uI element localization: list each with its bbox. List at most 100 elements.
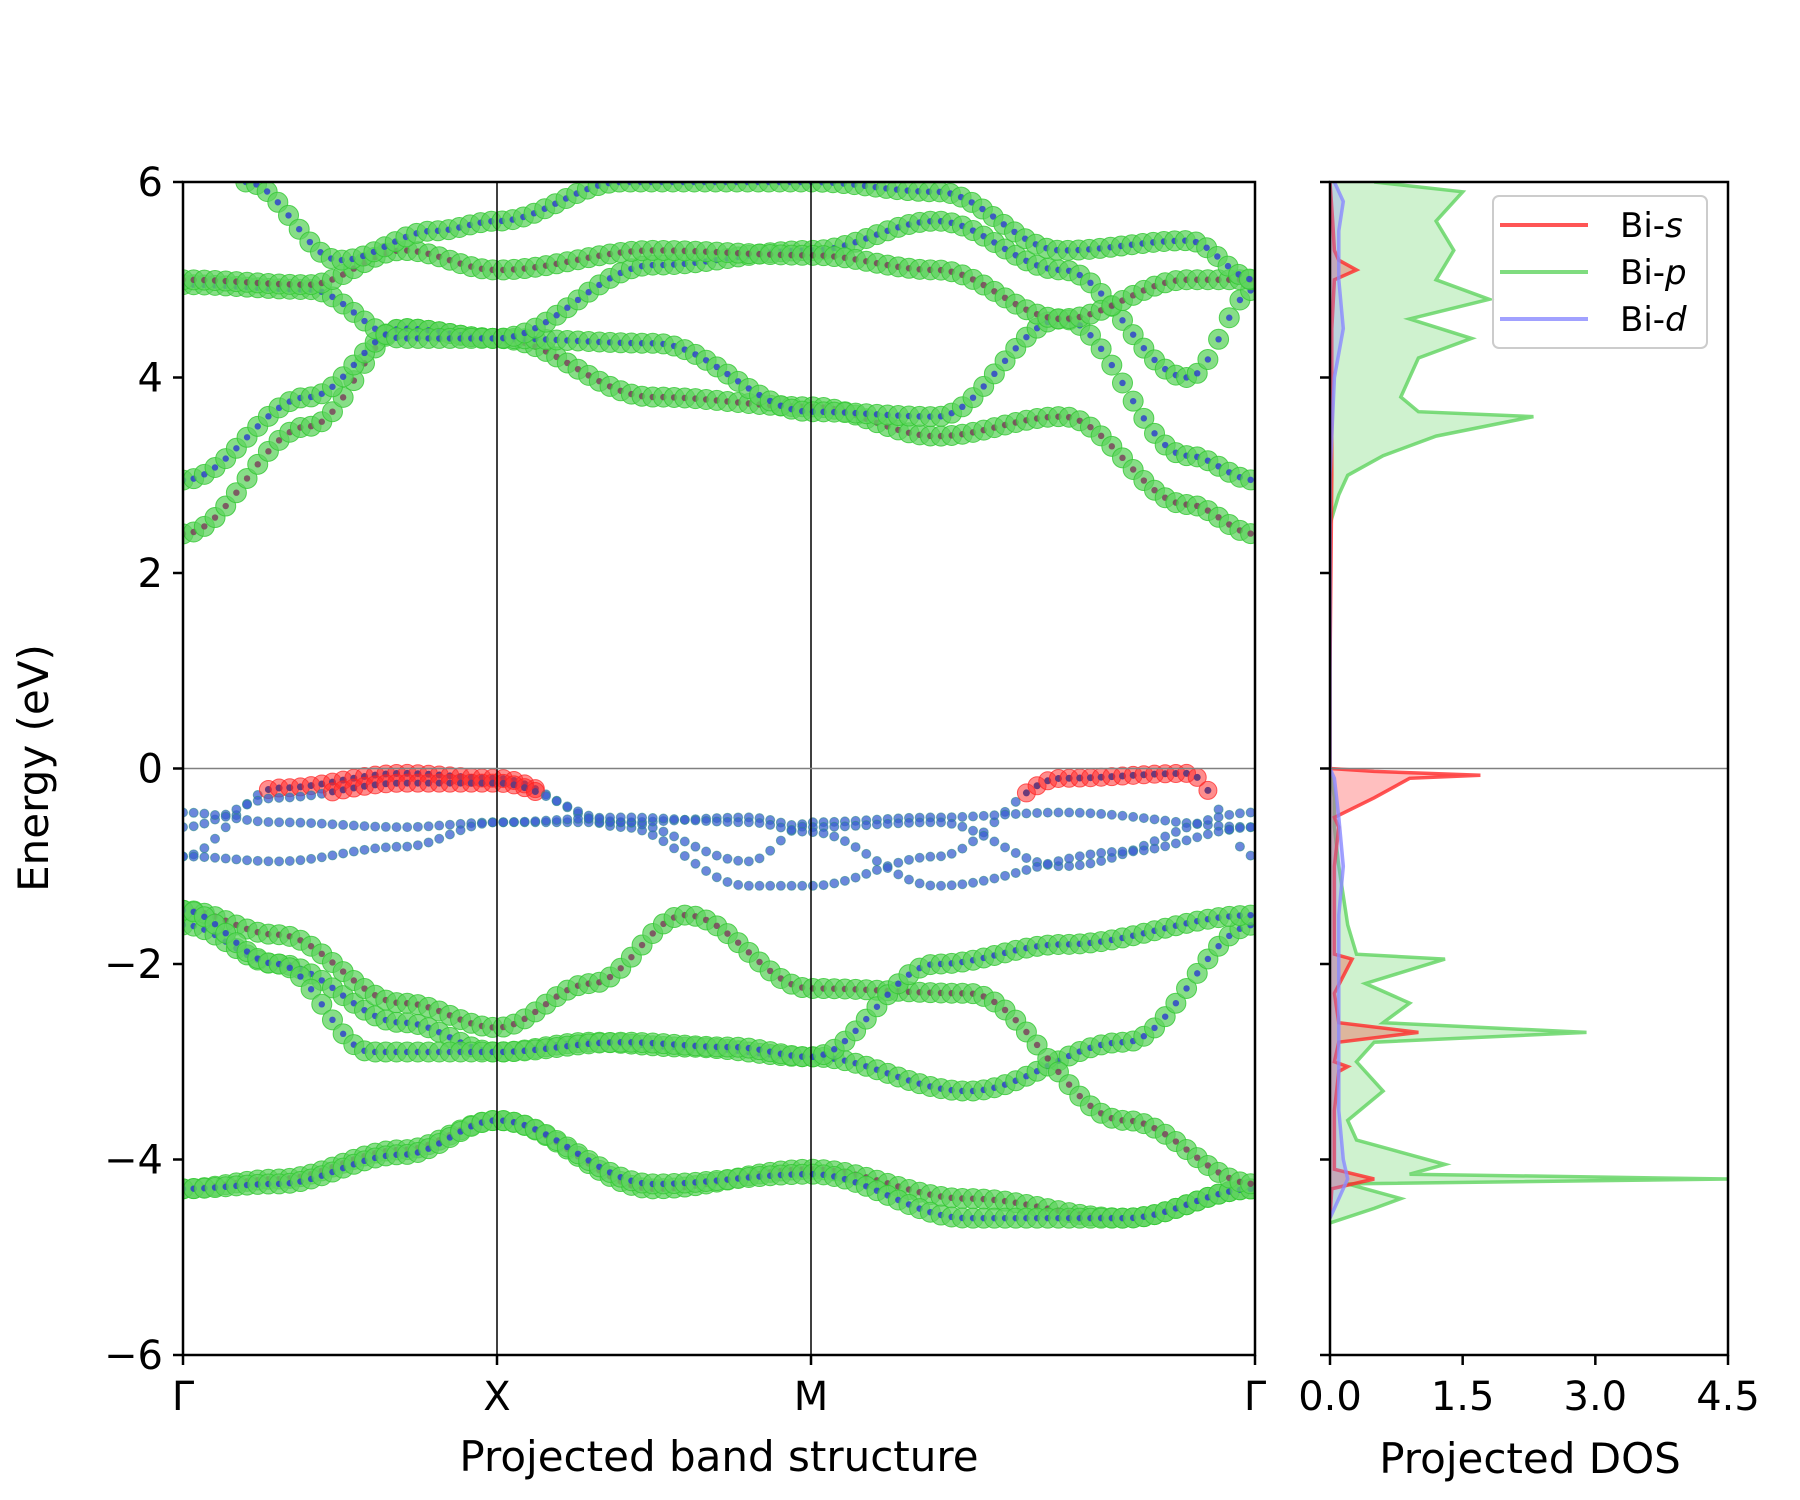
band-point (1170, 826, 1181, 837)
band-y-tick-label: −6 (104, 1333, 163, 1379)
band-point (295, 817, 306, 828)
band-point (871, 856, 882, 867)
band-point (743, 817, 754, 828)
legend-orbital: d (1665, 300, 1687, 340)
band-point (1181, 835, 1192, 846)
band-y-ticks: −6 −4 −2 0 2 4 6 (104, 160, 183, 1379)
band-point-core (1247, 476, 1254, 484)
band-point (605, 812, 616, 823)
band-point-core (1246, 275, 1253, 283)
band-point (199, 808, 210, 819)
band-point (1032, 861, 1043, 872)
band-point-core (339, 373, 347, 380)
band-point-core (254, 423, 261, 430)
band-point (359, 844, 370, 855)
band-series (183, 899, 1255, 1068)
band-point (978, 875, 989, 886)
band-point (1010, 796, 1021, 807)
dos-x-axis-title: Projected DOS (1379, 1434, 1681, 1483)
band-point (690, 858, 701, 869)
band-point (893, 869, 904, 880)
band-point-core (233, 445, 240, 452)
band-point (1042, 807, 1053, 818)
band-point (210, 810, 221, 821)
band-point-core (1183, 1146, 1190, 1153)
band-point-core (553, 312, 560, 319)
band-point-core (564, 304, 571, 311)
band-point-core (1129, 466, 1137, 473)
band-point (690, 815, 701, 826)
band-point (989, 873, 1000, 884)
band-point (263, 793, 274, 804)
legend-label-bi-p: Bi-p (1620, 253, 1687, 293)
band-point-core (1161, 1013, 1169, 1020)
band-point (711, 872, 722, 883)
band-point-core (1076, 1092, 1083, 1100)
band-point (1245, 822, 1255, 833)
band-point (850, 820, 861, 831)
band-point (679, 836, 690, 847)
band-point (562, 814, 573, 825)
band-point (818, 880, 829, 891)
dos-legend: Bi-s Bi-p Bi-d (1492, 195, 1708, 349)
band-point (957, 879, 968, 890)
band-point (1117, 846, 1128, 857)
band-series (183, 812, 1255, 891)
band-point (220, 822, 231, 833)
band-point-core (1065, 1081, 1073, 1088)
band-point-core (521, 1015, 528, 1023)
band-point-core (339, 300, 347, 308)
band-point-core (542, 318, 550, 326)
band-point-core (756, 958, 763, 966)
band-point (861, 868, 872, 879)
band-point (551, 815, 562, 826)
band-point-core (1215, 942, 1222, 950)
band-point-core (1193, 773, 1201, 781)
band-point (1032, 807, 1043, 818)
band-point (1085, 808, 1096, 819)
band-series (183, 239, 1255, 330)
band-point (722, 853, 733, 864)
band-point (797, 880, 808, 891)
band-point (1053, 856, 1064, 867)
band-point-core (350, 361, 358, 369)
band-point (1000, 870, 1011, 881)
band-point (850, 872, 861, 883)
band-point-core (329, 1016, 336, 1024)
band-point (935, 880, 946, 891)
band-point-core (1055, 1068, 1062, 1076)
band-point (1010, 867, 1021, 878)
band-point (658, 813, 669, 824)
band-point (327, 819, 338, 830)
band-point-core (724, 930, 731, 937)
band-point (829, 821, 840, 832)
band-point (1138, 845, 1149, 856)
band-point (1234, 822, 1245, 833)
band-point-core (1119, 317, 1126, 324)
band-point (701, 846, 712, 857)
band-point (925, 851, 936, 862)
band-point (669, 814, 680, 825)
band-point-core (713, 363, 721, 371)
band-point (701, 816, 712, 827)
band-point (1106, 846, 1117, 857)
band-point-core (243, 434, 251, 441)
band-point-core (285, 212, 292, 219)
band-point-core (1087, 423, 1094, 431)
band-point-core (318, 977, 325, 984)
legend-prefix: Bi- (1620, 206, 1665, 246)
band-point-core (531, 787, 539, 795)
band-point-core (1215, 514, 1222, 521)
legend-prefix: Bi- (1620, 300, 1665, 340)
band-point (423, 821, 434, 832)
band-point (733, 879, 744, 890)
dos-area-bi-d (1330, 182, 1348, 1219)
band-point-core (574, 296, 582, 304)
band-point (1202, 829, 1213, 840)
band-point-core (873, 1003, 881, 1010)
band-point (669, 831, 680, 842)
band-point-core (254, 461, 261, 468)
band-point-core (275, 437, 283, 444)
band-point (711, 816, 722, 827)
band-point (1117, 810, 1128, 821)
